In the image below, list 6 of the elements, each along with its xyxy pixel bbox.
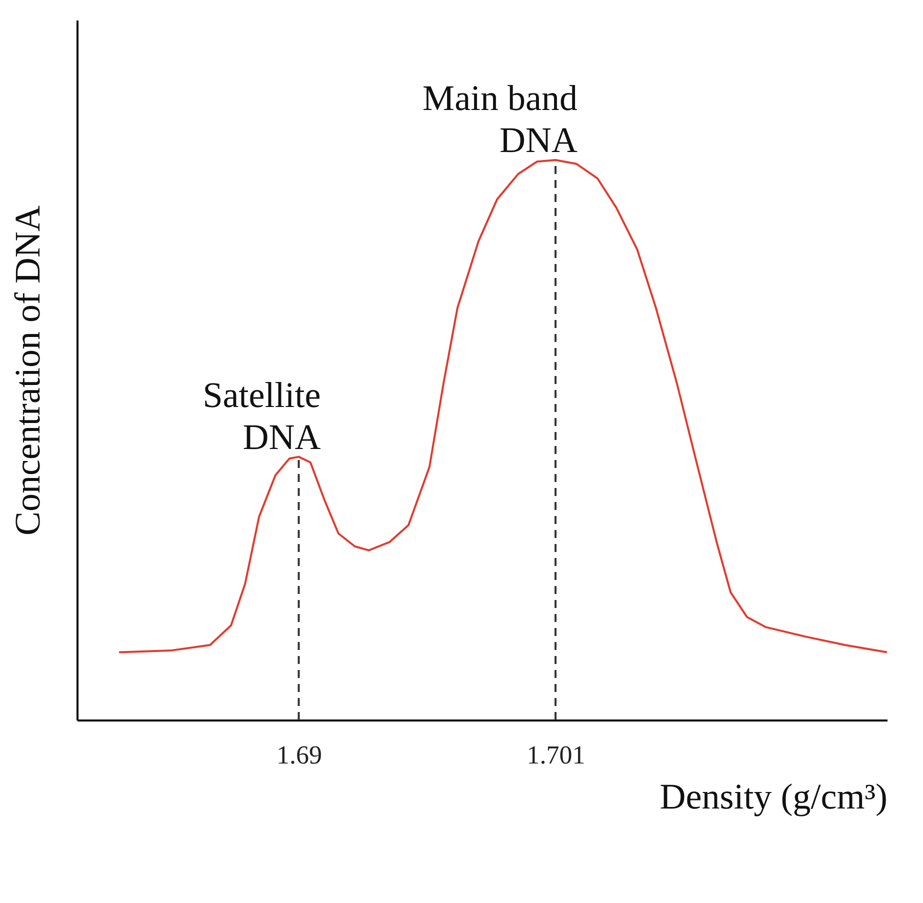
y-axis-title: Concentration of DNA [8, 206, 48, 536]
x-tick-label: 1.69 [276, 740, 322, 770]
annotation: Satellite DNA [202, 374, 321, 457]
x-axis-title: Density (g/cm³) [660, 776, 888, 816]
x-tick-label: 1.701 [526, 740, 586, 770]
annotation: Main band DNA [422, 78, 578, 160]
